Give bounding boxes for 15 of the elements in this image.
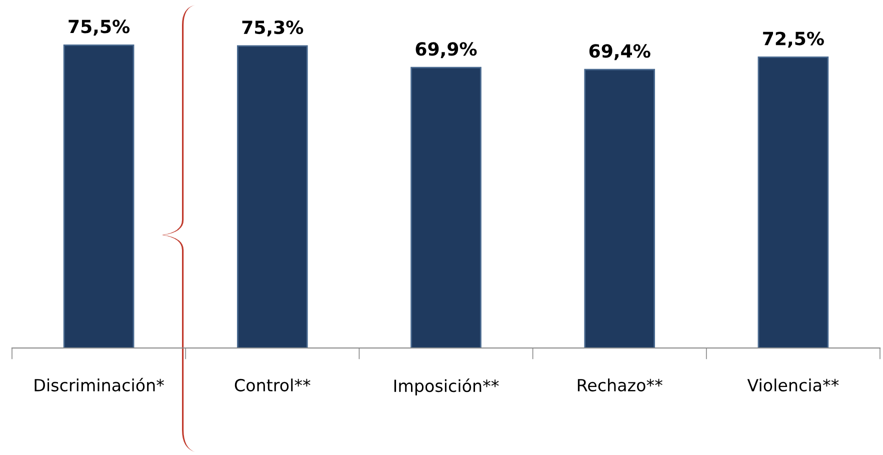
bar: [236, 45, 308, 348]
data-label: 69,9%: [416, 42, 477, 58]
x-tick-label: Control**: [234, 378, 310, 392]
x-tick-label: Imposición**: [394, 378, 499, 396]
bar: [410, 66, 482, 348]
data-label: 75,3%: [242, 20, 304, 36]
bar: [63, 44, 134, 348]
bar: [584, 68, 656, 348]
data-label: 72,5%: [763, 32, 824, 48]
data-label: 69,4%: [589, 44, 650, 60]
x-tick-label: Rechazo**: [578, 378, 662, 392]
data-label: 75,5%: [68, 20, 130, 36]
bar: [758, 56, 829, 348]
x-tick-label: Violencia**: [747, 378, 839, 392]
x-tick-label: Discriminación*: [34, 378, 164, 392]
